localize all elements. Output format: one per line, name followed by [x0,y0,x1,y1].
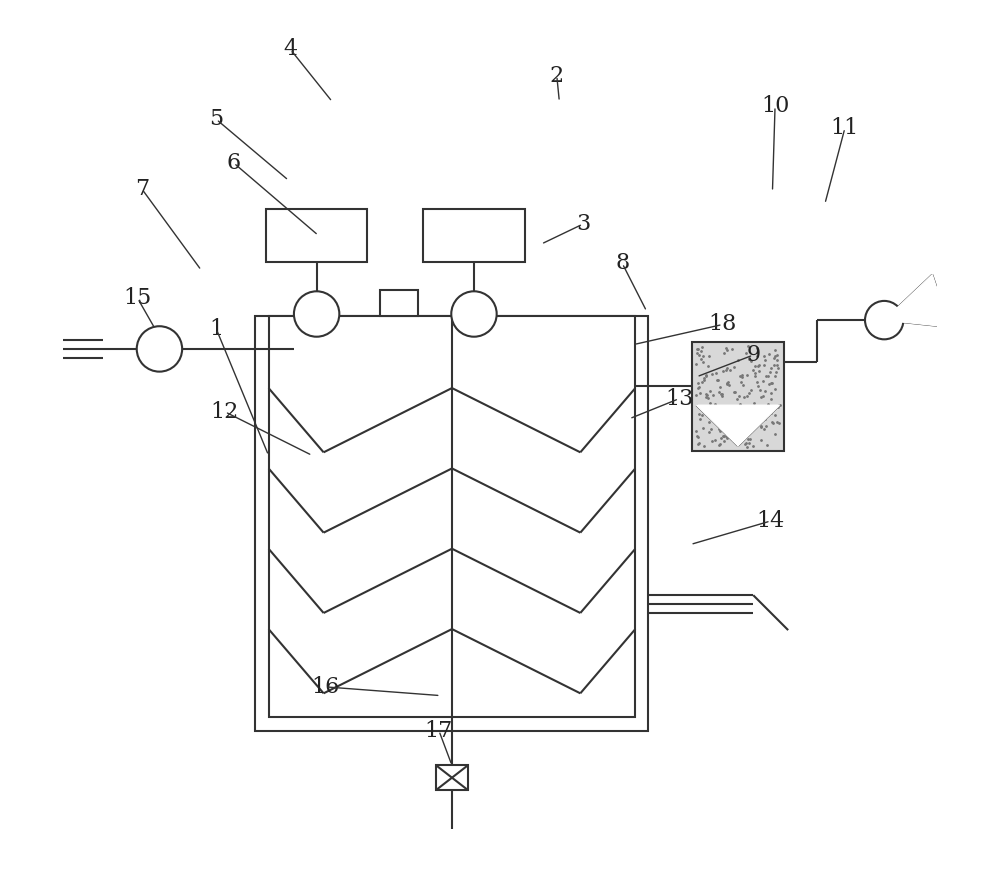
Text: 5: 5 [209,109,223,131]
Polygon shape [884,275,950,327]
Text: 13: 13 [665,388,693,410]
Circle shape [451,292,497,336]
Circle shape [294,292,339,336]
Text: 11: 11 [831,117,859,139]
Text: 15: 15 [123,287,152,309]
Text: 18: 18 [708,314,737,336]
Circle shape [865,300,903,339]
Polygon shape [696,406,779,446]
Text: 14: 14 [757,510,785,532]
Text: 12: 12 [211,401,239,423]
Text: 7: 7 [135,178,149,200]
Text: 1: 1 [209,318,223,340]
Bar [255,315,648,731]
Bar [692,342,784,451]
Text: 4: 4 [283,39,297,60]
Bar [423,209,525,262]
Bar [380,290,418,315]
Bar [266,209,367,262]
Circle shape [137,326,182,371]
Text: 17: 17 [425,719,453,741]
Bar [269,315,635,717]
Text: 3: 3 [576,213,590,235]
Text: 2: 2 [550,65,564,87]
Text: 6: 6 [227,152,241,174]
Text: 9: 9 [746,344,760,366]
Text: 16: 16 [311,676,339,698]
Text: 8: 8 [615,252,629,274]
Bar [436,766,468,790]
Text: 10: 10 [761,95,789,117]
